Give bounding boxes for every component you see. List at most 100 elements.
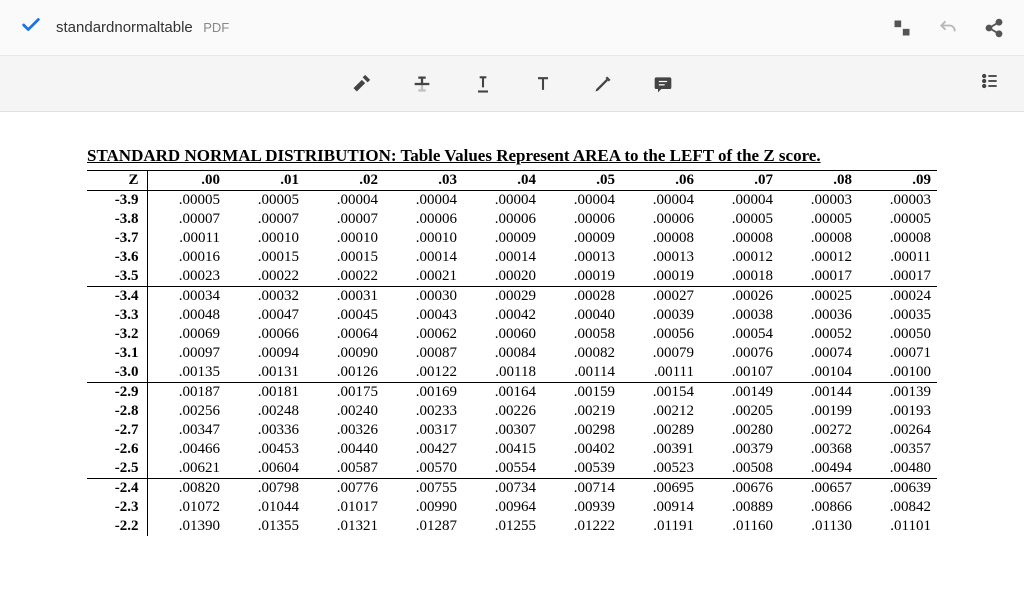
table-row: -3.0.00135.00131.00126.00122.00118.00114… bbox=[87, 363, 937, 383]
value-cell: .00011 bbox=[858, 248, 937, 267]
value-cell: .00114 bbox=[542, 363, 621, 383]
value-cell: .00018 bbox=[700, 267, 779, 287]
outline-icon[interactable] bbox=[980, 71, 1000, 91]
value-cell: .00135 bbox=[147, 363, 226, 383]
value-cell: .00122 bbox=[384, 363, 463, 383]
value-cell: .00043 bbox=[384, 306, 463, 325]
value-cell: .00466 bbox=[147, 440, 226, 459]
value-cell: .00866 bbox=[779, 498, 858, 517]
value-cell: .00015 bbox=[305, 248, 384, 267]
table-row: -3.5.00023.00022.00022.00021.00020.00019… bbox=[87, 267, 937, 287]
toolbar bbox=[0, 56, 1024, 112]
table-row: -3.1.00097.00094.00090.00087.00084.00082… bbox=[87, 344, 937, 363]
value-cell: .00205 bbox=[700, 402, 779, 421]
filetype-text: PDF bbox=[203, 20, 229, 35]
value-cell: .00199 bbox=[779, 402, 858, 421]
col-header: .04 bbox=[463, 171, 542, 191]
value-cell: .00193 bbox=[858, 402, 937, 421]
value-cell: .00019 bbox=[542, 267, 621, 287]
value-cell: .01072 bbox=[147, 498, 226, 517]
value-cell: .01101 bbox=[858, 517, 937, 536]
value-cell: .00842 bbox=[858, 498, 937, 517]
table-row: -2.4.00820.00798.00776.00755.00734.00714… bbox=[87, 479, 937, 499]
value-cell: .00298 bbox=[542, 421, 621, 440]
z-score-table: Z.00.01.02.03.04.05.06.07.08.09 -3.9.000… bbox=[87, 170, 937, 536]
strikethrough-icon[interactable] bbox=[411, 73, 433, 95]
check-icon bbox=[20, 14, 42, 42]
value-cell: .00914 bbox=[621, 498, 700, 517]
z-cell: -3.6 bbox=[87, 248, 147, 267]
value-cell: .00024 bbox=[858, 287, 937, 307]
underline-icon[interactable] bbox=[473, 74, 493, 94]
value-cell: .00090 bbox=[305, 344, 384, 363]
col-header: .06 bbox=[621, 171, 700, 191]
col-header: .00 bbox=[147, 171, 226, 191]
value-cell: .00307 bbox=[463, 421, 542, 440]
value-cell: .00118 bbox=[463, 363, 542, 383]
file-name: standardnormaltable PDF bbox=[56, 19, 229, 37]
value-cell: .01390 bbox=[147, 517, 226, 536]
table-row: -3.3.00048.00047.00045.00043.00042.00040… bbox=[87, 306, 937, 325]
table-row: -3.7.00011.00010.00010.00010.00009.00009… bbox=[87, 229, 937, 248]
value-cell: .00022 bbox=[305, 267, 384, 287]
table-header: Z.00.01.02.03.04.05.06.07.08.09 bbox=[87, 171, 937, 191]
value-cell: .00005 bbox=[779, 210, 858, 229]
value-cell: .00013 bbox=[542, 248, 621, 267]
value-cell: .00017 bbox=[779, 267, 858, 287]
z-cell: -2.3 bbox=[87, 498, 147, 517]
table-row: -3.9.00005.00005.00004.00004.00004.00004… bbox=[87, 191, 937, 211]
value-cell: .00071 bbox=[858, 344, 937, 363]
value-cell: .00008 bbox=[621, 229, 700, 248]
z-cell: -3.7 bbox=[87, 229, 147, 248]
table-row: -3.8.00007.00007.00007.00006.00006.00006… bbox=[87, 210, 937, 229]
highlight-icon[interactable] bbox=[351, 74, 371, 94]
value-cell: .00028 bbox=[542, 287, 621, 307]
value-cell: .00009 bbox=[463, 229, 542, 248]
value-cell: .00040 bbox=[542, 306, 621, 325]
value-cell: .00440 bbox=[305, 440, 384, 459]
value-cell: .00621 bbox=[147, 459, 226, 479]
value-cell: .00144 bbox=[779, 383, 858, 403]
value-cell: .00014 bbox=[463, 248, 542, 267]
value-cell: .00005 bbox=[147, 191, 226, 211]
value-cell: .00012 bbox=[700, 248, 779, 267]
value-cell: .01355 bbox=[226, 517, 305, 536]
value-cell: .00042 bbox=[463, 306, 542, 325]
value-cell: .00508 bbox=[700, 459, 779, 479]
z-cell: -3.5 bbox=[87, 267, 147, 287]
value-cell: .00164 bbox=[463, 383, 542, 403]
value-cell: .00657 bbox=[779, 479, 858, 499]
share-icon[interactable] bbox=[984, 18, 1004, 38]
pen-icon[interactable] bbox=[593, 74, 613, 94]
value-cell: .01044 bbox=[226, 498, 305, 517]
table-row: -3.2.00069.00066.00064.00062.00060.00058… bbox=[87, 325, 937, 344]
value-cell: .00219 bbox=[542, 402, 621, 421]
comment-icon[interactable] bbox=[653, 74, 673, 94]
value-cell: .00734 bbox=[463, 479, 542, 499]
value-cell: .00007 bbox=[226, 210, 305, 229]
value-cell: .00066 bbox=[226, 325, 305, 344]
value-cell: .00048 bbox=[147, 306, 226, 325]
value-cell: .00587 bbox=[305, 459, 384, 479]
value-cell: .00034 bbox=[147, 287, 226, 307]
text-icon[interactable] bbox=[533, 74, 553, 94]
value-cell: .00415 bbox=[463, 440, 542, 459]
value-cell: .00076 bbox=[700, 344, 779, 363]
z-cell: -3.9 bbox=[87, 191, 147, 211]
table-row: -2.5.00621.00604.00587.00570.00554.00539… bbox=[87, 459, 937, 479]
value-cell: .00523 bbox=[621, 459, 700, 479]
document-area[interactable]: STANDARD NORMAL DISTRIBUTION: Table Valu… bbox=[0, 112, 1024, 614]
undo-icon[interactable] bbox=[938, 18, 958, 38]
value-cell: .00272 bbox=[779, 421, 858, 440]
z-cell: -3.4 bbox=[87, 287, 147, 307]
value-cell: .00009 bbox=[542, 229, 621, 248]
value-cell: .00427 bbox=[384, 440, 463, 459]
value-cell: .01287 bbox=[384, 517, 463, 536]
value-cell: .00939 bbox=[542, 498, 621, 517]
value-cell: .00402 bbox=[542, 440, 621, 459]
expand-icon[interactable] bbox=[892, 18, 912, 38]
value-cell: .00062 bbox=[384, 325, 463, 344]
value-cell: .00494 bbox=[779, 459, 858, 479]
value-cell: .00326 bbox=[305, 421, 384, 440]
value-cell: .00004 bbox=[384, 191, 463, 211]
